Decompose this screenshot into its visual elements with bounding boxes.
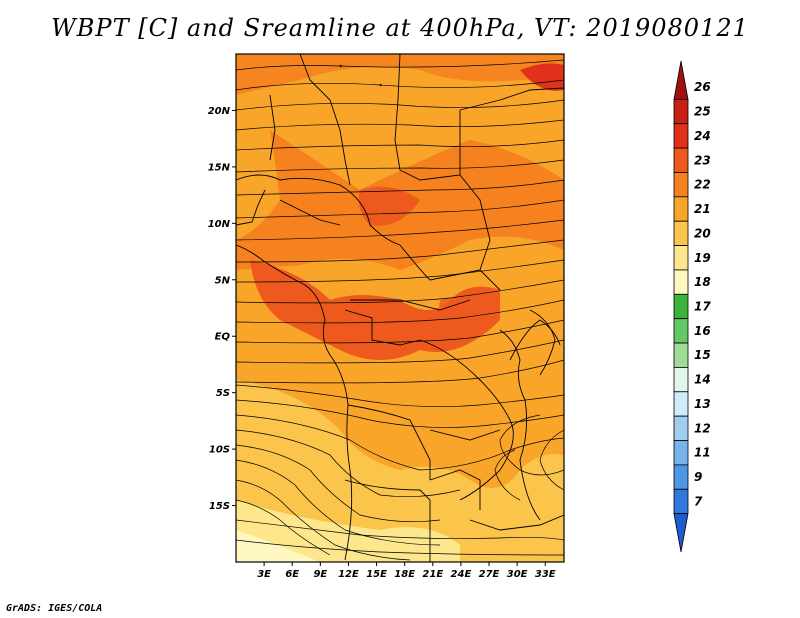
colorbar-label: 7: [694, 494, 703, 508]
colorbar-swatch: [673, 440, 689, 466]
lat-tick-label: 20N: [208, 106, 231, 117]
map-frame: [235, 53, 565, 563]
lon-tick-label: 27E: [479, 569, 500, 580]
lat-tick-label: 5S: [216, 388, 230, 399]
country-borders: [236, 54, 564, 562]
colorbar-label: 14: [694, 373, 711, 387]
colorbar-label: 21: [694, 202, 711, 216]
footer-credit: GrADS: IGES/COLA: [6, 603, 103, 614]
lon-tick-label: 15E: [366, 569, 387, 580]
colorbar-label: 25: [694, 105, 711, 119]
colorbar-swatch: [673, 220, 689, 246]
colorbar-swatch: [673, 98, 689, 125]
colorbar-label: 12: [694, 421, 711, 435]
colorbar-label: 26: [694, 80, 711, 94]
colorbar-label: 22: [694, 178, 711, 192]
colorbar-label: 17: [694, 300, 711, 314]
colorbar-swatch: [673, 245, 689, 271]
longitude-axis: 3E 6E 9E 12E 15E 18E 21E 24E 27E 30E 33E: [257, 562, 556, 580]
colorbar-swatch: [673, 269, 689, 295]
wbpt-shading: [236, 54, 564, 562]
lat-tick-label: 10S: [209, 445, 230, 456]
colorbar-swatch: [673, 464, 689, 490]
streamlines: [236, 59, 564, 561]
lon-tick-label: 33E: [535, 569, 556, 580]
colorbar-top-arrow: [673, 60, 689, 100]
colorbar-swatch: [673, 196, 689, 222]
lat-tick-label: 15N: [208, 162, 231, 173]
colorbar-swatch: [673, 367, 689, 393]
colorbar-label: 16: [694, 324, 711, 338]
colorbar-swatch: [673, 147, 689, 173]
colorbar-label: 23: [694, 153, 711, 167]
lon-tick-label: 9E: [313, 569, 327, 580]
colorbar-swatch: [673, 123, 689, 149]
lon-tick-label: 18E: [394, 569, 415, 580]
lon-tick-label: 30E: [507, 569, 528, 580]
colorbar-swatch: [673, 488, 689, 515]
lat-tick-label: EQ: [215, 332, 231, 343]
chart-title: WBPT [C] and Sreamline at 400hPa, VT: 20…: [51, 14, 749, 42]
lon-tick-label: 24E: [451, 569, 472, 580]
colorbar-bottom-arrow: [673, 513, 689, 553]
lat-tick-label: 5N: [215, 275, 231, 286]
colorbar-label: 24: [694, 129, 711, 143]
colorbar-label: 11: [694, 446, 711, 460]
colorbar-label: 13: [694, 397, 711, 411]
colorbar: 26 25 24 23 22 21 20 19 18 17 16 15 14 13 12 11 9 7: [673, 60, 711, 553]
lon-tick-label: 3E: [257, 569, 271, 580]
colorbar-swatch: [673, 415, 689, 441]
colorbar-swatch: [673, 391, 689, 417]
colorbar-swatch: [673, 342, 689, 368]
colorbar-label: 19: [694, 251, 711, 265]
latitude-axis: 20N 15N 10N 5N EQ 5S 10S 15S: [208, 106, 236, 512]
colorbar-label: 9: [694, 470, 702, 484]
lat-tick-label: 15S: [209, 501, 230, 512]
lat-tick-label: 10N: [208, 219, 231, 230]
colorbar-swatch: [673, 172, 689, 198]
lon-tick-label: 6E: [285, 569, 299, 580]
lon-tick-label: 21E: [422, 569, 443, 580]
colorbar-label: 20: [694, 226, 711, 240]
colorbar-label: 15: [694, 348, 711, 362]
colorbar-label: 18: [694, 275, 711, 289]
colorbar-swatch: [673, 293, 689, 320]
colorbar-swatch: [673, 318, 689, 344]
lon-tick-label: 12E: [338, 569, 359, 580]
